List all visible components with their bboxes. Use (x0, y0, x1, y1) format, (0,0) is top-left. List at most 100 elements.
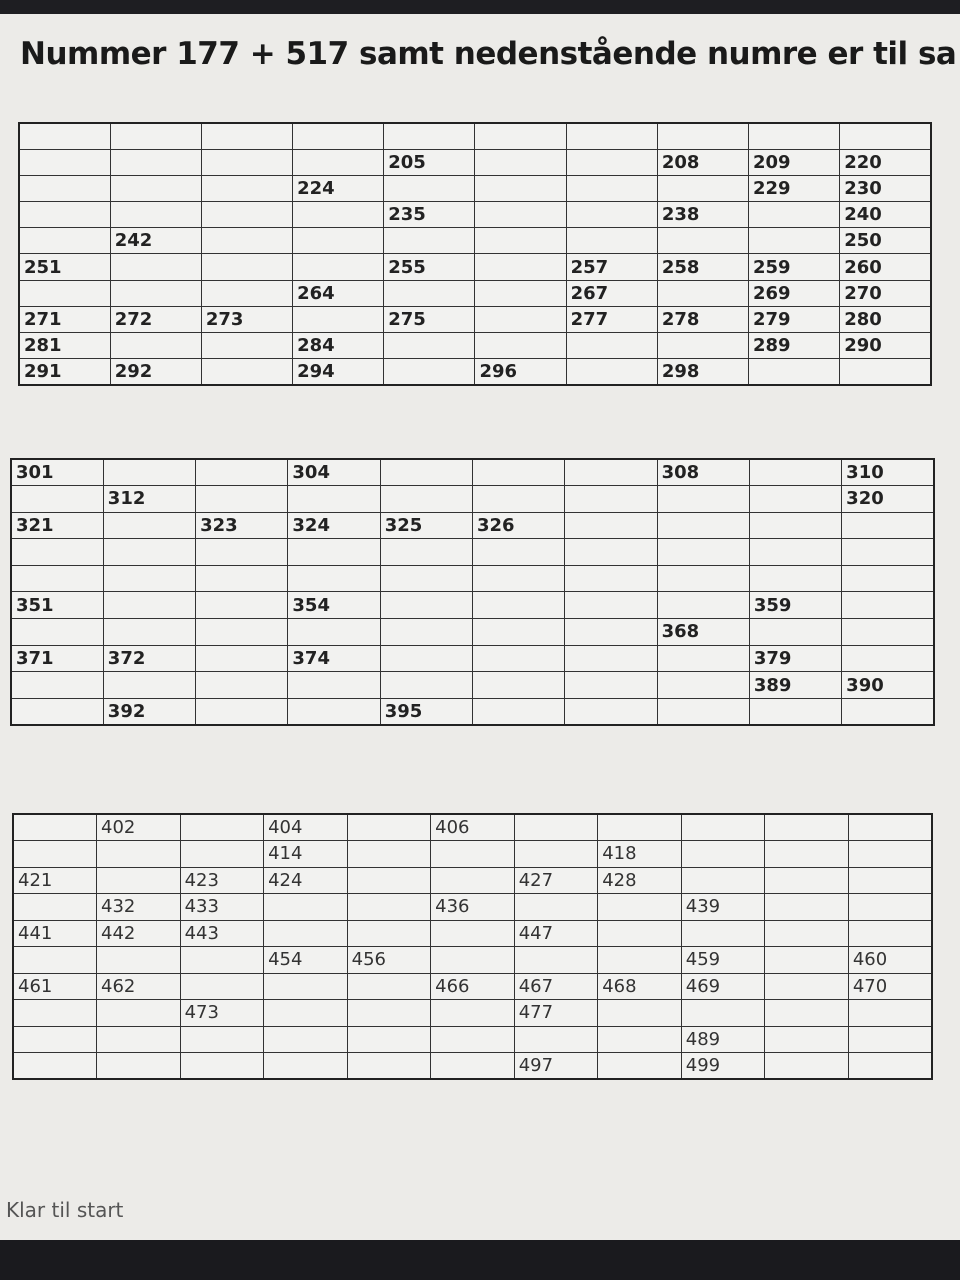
table-cell[interactable]: 310 (841, 458, 935, 487)
table-cell[interactable]: 404 (263, 813, 348, 841)
table-cell[interactable]: 406 (430, 813, 515, 841)
table-cell[interactable]: 235 (383, 201, 476, 229)
table-cell[interactable] (564, 671, 658, 699)
table-cell[interactable] (287, 671, 381, 699)
table-cell[interactable]: 379 (748, 644, 843, 673)
table-cell[interactable] (839, 358, 932, 386)
table-cell[interactable] (748, 618, 843, 646)
table-cell[interactable] (292, 148, 385, 176)
table-cell[interactable] (474, 122, 567, 150)
table-cell[interactable] (10, 564, 104, 593)
table-cell[interactable] (379, 618, 473, 646)
table-cell[interactable]: 312 (102, 485, 197, 513)
table-cell[interactable] (109, 122, 202, 150)
table-cell[interactable] (841, 697, 935, 726)
table-cell[interactable] (564, 644, 658, 673)
table-cell[interactable]: 255 (383, 253, 476, 281)
table-cell[interactable]: 395 (379, 697, 473, 726)
table-cell[interactable] (748, 458, 843, 487)
table-cell[interactable] (346, 972, 432, 1000)
table-cell[interactable]: 291 (18, 358, 111, 386)
table-cell[interactable] (764, 1025, 849, 1053)
table-cell[interactable] (96, 866, 181, 894)
table-cell[interactable]: 436 (430, 893, 515, 921)
table-cell[interactable]: 468 (597, 972, 682, 1000)
table-cell[interactable] (383, 358, 476, 386)
table-cell[interactable]: 489 (680, 1025, 766, 1053)
table-cell[interactable] (748, 511, 843, 540)
table-cell[interactable] (383, 174, 476, 203)
table-cell[interactable] (474, 227, 567, 255)
table-cell[interactable] (102, 671, 197, 699)
table-cell[interactable] (12, 813, 98, 841)
table-cell[interactable] (200, 227, 294, 255)
table-cell[interactable] (346, 999, 432, 1027)
table-cell[interactable]: 389 (748, 671, 843, 699)
table-cell[interactable]: 296 (474, 358, 567, 386)
table-cell[interactable]: 326 (471, 511, 566, 540)
table-cell[interactable] (430, 1052, 515, 1080)
table-cell[interactable] (656, 122, 750, 150)
table-cell[interactable] (109, 148, 202, 176)
table-cell[interactable]: 469 (680, 972, 766, 1000)
table-cell[interactable] (565, 148, 658, 176)
table-cell[interactable] (841, 618, 935, 646)
table-cell[interactable] (109, 201, 202, 229)
table-cell[interactable]: 271 (18, 305, 111, 334)
table-cell[interactable]: 258 (656, 253, 750, 281)
table-cell[interactable]: 372 (102, 644, 197, 673)
table-cell[interactable]: 456 (346, 946, 432, 974)
table-cell[interactable] (200, 148, 294, 176)
table-cell[interactable] (96, 999, 181, 1027)
table-cell[interactable] (383, 279, 476, 307)
table-cell[interactable] (346, 1052, 432, 1080)
table-cell[interactable] (195, 644, 289, 673)
table-cell[interactable] (102, 618, 197, 646)
table-cell[interactable] (383, 331, 476, 360)
table-cell[interactable] (748, 485, 843, 513)
table-cell[interactable] (565, 122, 658, 150)
table-cell[interactable]: 447 (513, 919, 599, 947)
table-cell[interactable] (764, 999, 849, 1027)
table-cell[interactable] (263, 1052, 348, 1080)
table-cell[interactable] (656, 538, 750, 566)
table-cell[interactable]: 499 (680, 1052, 766, 1080)
table-cell[interactable] (346, 919, 432, 947)
table-cell[interactable] (847, 919, 933, 947)
table-cell[interactable] (18, 227, 111, 255)
table-cell[interactable] (656, 174, 750, 203)
table-cell[interactable] (287, 485, 381, 513)
table-cell[interactable] (96, 1025, 181, 1053)
table-cell[interactable]: 466 (430, 972, 515, 1000)
table-cell[interactable] (474, 174, 567, 203)
table-cell[interactable] (564, 511, 658, 540)
table-cell[interactable] (179, 1052, 265, 1080)
table-cell[interactable] (96, 946, 181, 974)
table-cell[interactable] (564, 564, 658, 593)
table-cell[interactable]: 374 (287, 644, 381, 673)
table-cell[interactable]: 281 (18, 331, 111, 360)
table-cell[interactable] (747, 227, 841, 255)
table-cell[interactable] (12, 946, 98, 974)
table-cell[interactable] (12, 893, 98, 921)
table-cell[interactable] (847, 813, 933, 841)
table-cell[interactable] (179, 813, 265, 841)
table-cell[interactable] (841, 511, 935, 540)
table-cell[interactable] (847, 999, 933, 1027)
table-cell[interactable] (102, 458, 197, 487)
table-cell[interactable]: 273 (200, 305, 294, 334)
table-cell[interactable] (748, 697, 843, 726)
table-cell[interactable] (12, 1025, 98, 1053)
table-cell[interactable]: 320 (841, 485, 935, 513)
table-cell[interactable] (474, 201, 567, 229)
table-cell[interactable] (292, 227, 385, 255)
table-cell[interactable]: 294 (292, 358, 385, 386)
table-cell[interactable]: 497 (513, 1052, 599, 1080)
table-cell[interactable]: 402 (96, 813, 181, 841)
table-cell[interactable] (597, 1052, 682, 1080)
table-cell[interactable]: 441 (12, 919, 98, 947)
table-cell[interactable] (195, 591, 289, 620)
table-cell[interactable] (379, 671, 473, 699)
table-cell[interactable] (10, 485, 104, 513)
table-cell[interactable] (179, 946, 265, 974)
